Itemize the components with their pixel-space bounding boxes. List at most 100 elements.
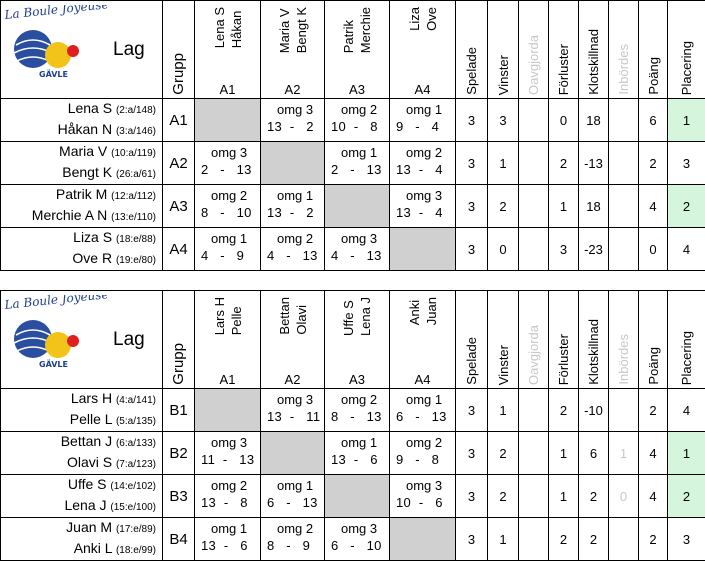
player-1: Lars H (4:a/141) bbox=[1, 389, 156, 410]
opponent-code: A2 bbox=[261, 372, 324, 387]
opponent-name-2: Merchie bbox=[358, 7, 373, 53]
forluster-value: 2 bbox=[549, 518, 579, 561]
match-round: omg 2 bbox=[396, 434, 455, 451]
player-1: Juan M (17:e/89) bbox=[1, 518, 156, 539]
player-2: Lena J (15:e/100) bbox=[1, 496, 156, 517]
player-1-name: Bettan J bbox=[61, 433, 112, 449]
grupp-header-text: Grupp bbox=[171, 53, 186, 95]
team-players: Lena S (2:a/148)Håkan N (3:a/146) bbox=[1, 99, 163, 142]
match-round: omg 3 bbox=[331, 520, 389, 537]
player-2-name: Anki L bbox=[74, 540, 112, 556]
vinster-value: 1 bbox=[488, 518, 519, 561]
vinster-value: 0 bbox=[488, 228, 519, 271]
forluster-value: 1 bbox=[549, 432, 579, 475]
klotskillnad-header-text: Klotskillnad bbox=[586, 29, 601, 95]
inbordes-value bbox=[609, 185, 639, 228]
player-2-name: Bengt K bbox=[62, 164, 112, 180]
player-2: Olavi S (7:a/123) bbox=[1, 453, 156, 474]
poang-header-text: Poäng bbox=[646, 57, 661, 95]
spelade-value: 3 bbox=[456, 99, 488, 142]
player-1-name: Liza S bbox=[73, 229, 112, 245]
forluster-value: 2 bbox=[549, 389, 579, 432]
player-1-name: Maria V bbox=[59, 143, 107, 159]
logo-text: La Boule Joyeuse bbox=[3, 295, 109, 312]
vinster-header-text: Vinster bbox=[496, 55, 511, 95]
group-code: B1 bbox=[163, 389, 195, 432]
match-score: 13 - 6 bbox=[331, 451, 389, 468]
player-2-name: Lena J bbox=[64, 497, 106, 513]
placering-header: Placering bbox=[668, 1, 705, 99]
player-2-name: Merchie A N bbox=[32, 207, 107, 223]
lag-label: Lag bbox=[113, 329, 145, 351]
logo-city: GÄVLE bbox=[39, 69, 68, 79]
player-2: Ove R (19:e/80) bbox=[1, 249, 156, 270]
player-2-stats: (3:a/146) bbox=[116, 126, 156, 137]
forluster-header-text: Förluster bbox=[556, 44, 571, 95]
poang-value: 2 bbox=[639, 142, 668, 185]
klotskillnad-value: 2 bbox=[579, 475, 609, 518]
inbordes-header-text: Inbördes bbox=[616, 334, 631, 385]
match-score: 13 - 2 bbox=[267, 118, 324, 135]
vinster-header-text: Vinster bbox=[496, 345, 511, 385]
oavgjorda-value bbox=[519, 475, 549, 518]
grupp-header-text: Grupp bbox=[171, 343, 186, 385]
poang-header: Poäng bbox=[639, 1, 668, 99]
oavgjorda-value bbox=[519, 185, 549, 228]
opponent-code: A4 bbox=[390, 82, 455, 97]
oavgjorda-value bbox=[519, 389, 549, 432]
player-1-stats: (10:a/119) bbox=[111, 148, 156, 159]
poang-value: 6 bbox=[639, 99, 668, 142]
player-1-stats: (12:a/112) bbox=[111, 191, 156, 202]
match-score: 11 - 13 bbox=[201, 451, 260, 468]
placering-value: 1 bbox=[668, 99, 705, 142]
opponent-code: A1 bbox=[195, 82, 260, 97]
player-2-stats: (5:a/135) bbox=[116, 416, 156, 427]
oavgjorda-header: Oavgjorda bbox=[519, 1, 549, 99]
opponent-name-1: Patrik bbox=[341, 7, 356, 53]
player-1-stats: (6:a/133) bbox=[116, 438, 156, 449]
spelade-value: 3 bbox=[456, 518, 488, 561]
match-score: 8 - 13 bbox=[331, 408, 389, 425]
opponent-name-2: Juan bbox=[424, 297, 439, 325]
player-2-stats: (26:a/61) bbox=[116, 169, 156, 180]
match-round: omg 2 bbox=[267, 520, 324, 537]
player-1-stats: (2:a/148) bbox=[116, 105, 156, 116]
inbordes-value: 1 bbox=[609, 432, 639, 475]
forluster-value: 2 bbox=[549, 142, 579, 185]
opponent-name-2: Håkan bbox=[229, 7, 244, 48]
placering-header-text: Placering bbox=[679, 331, 694, 385]
klotskillnad-header-text: Klotskillnad bbox=[586, 319, 601, 385]
oavgjorda-value bbox=[519, 142, 549, 185]
forluster-header: Förluster bbox=[549, 291, 579, 389]
player-2-name: Pelle L bbox=[70, 411, 112, 427]
opponent-name-1: Anki bbox=[407, 297, 422, 325]
poang-header-text: Poäng bbox=[646, 347, 661, 385]
player-2-name: Olavi S bbox=[67, 454, 112, 470]
spelade-value: 3 bbox=[456, 228, 488, 271]
logo-cell: La Boule Joyeuse GÄVLE Lag bbox=[1, 1, 163, 99]
self-match-cell bbox=[195, 99, 261, 142]
match-round: omg 3 bbox=[267, 101, 324, 118]
inbordes-value bbox=[609, 389, 639, 432]
player-2-stats: (13:e/110) bbox=[111, 212, 156, 223]
self-match-cell bbox=[195, 389, 261, 432]
forluster-header-text: Förluster bbox=[556, 334, 571, 385]
vinster-value: 1 bbox=[488, 142, 519, 185]
match-round: omg 1 bbox=[331, 144, 389, 161]
match-score: 6 - 10 bbox=[331, 537, 389, 554]
poang-value: 2 bbox=[639, 389, 668, 432]
klotskillnad-value: 2 bbox=[579, 518, 609, 561]
match-round: omg 1 bbox=[396, 101, 455, 118]
oavgjorda-header-text: Oavgjorda bbox=[526, 325, 541, 385]
